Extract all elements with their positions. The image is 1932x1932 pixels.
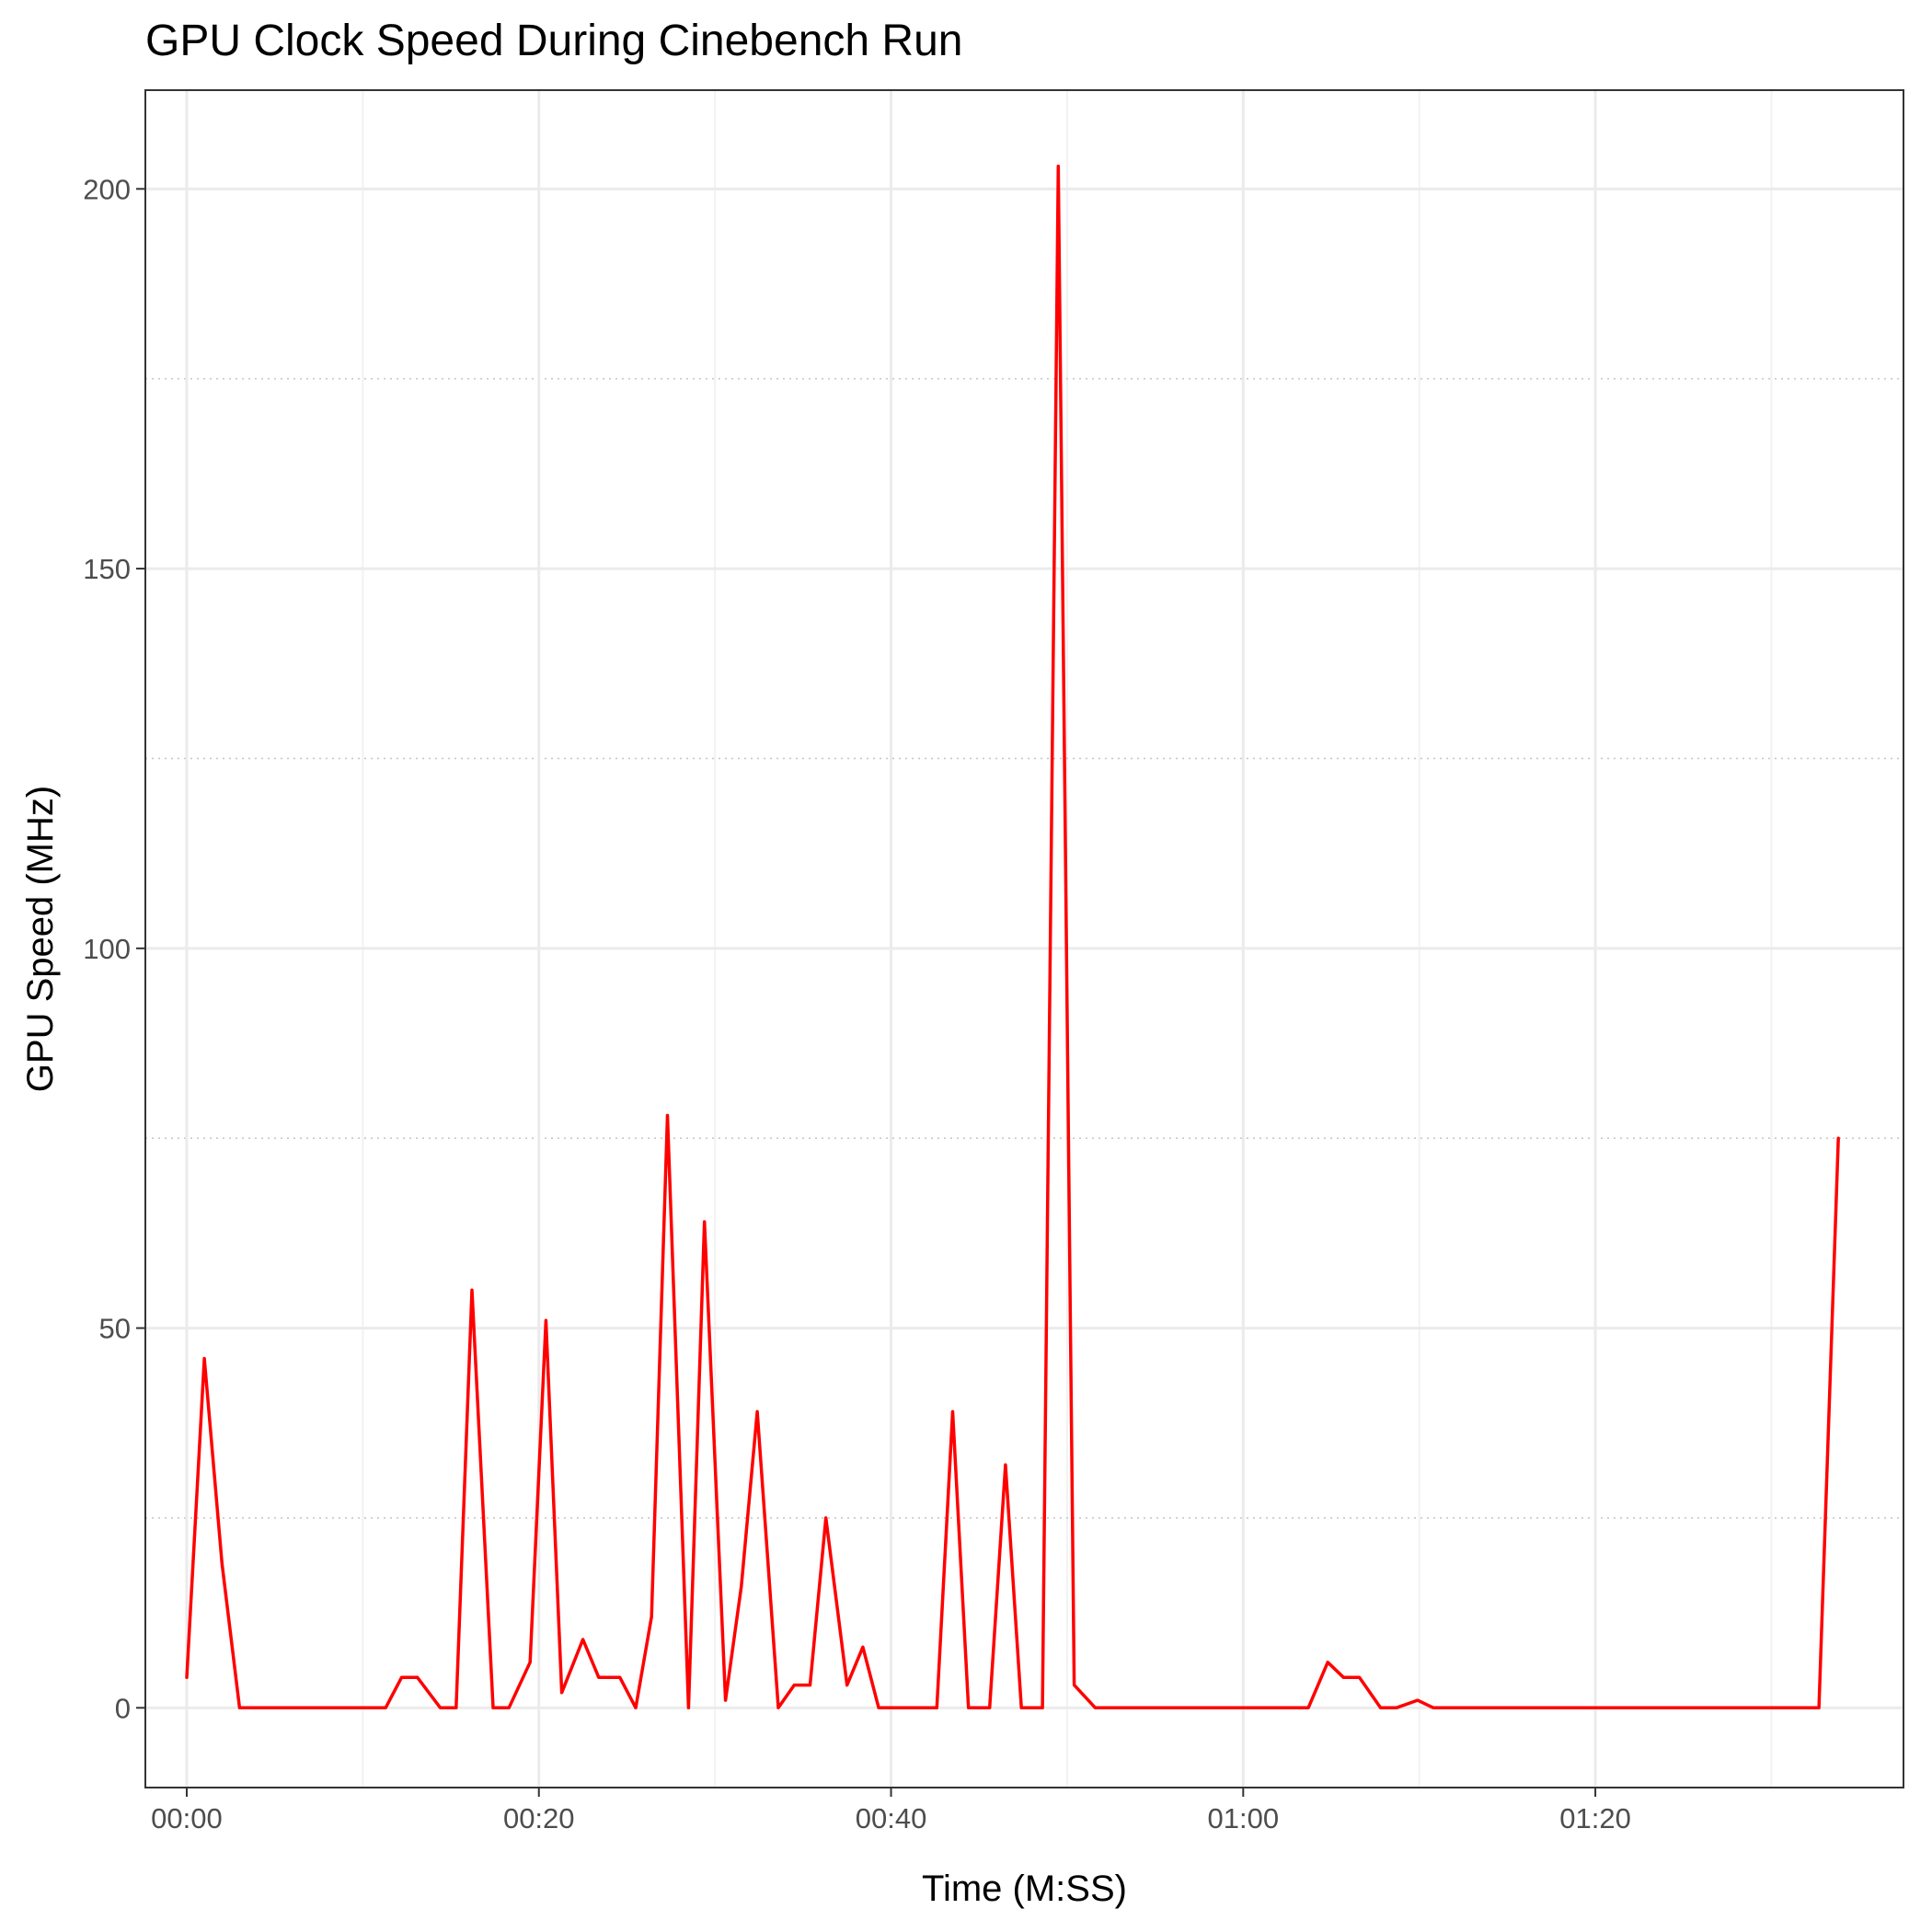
y-axis-title: GPU Speed (MHz) [20, 786, 61, 1092]
x-tick-label: 00:00 [151, 1802, 223, 1834]
y-tick-label: 0 [115, 1692, 131, 1724]
x-tick-label: 00:40 [856, 1802, 927, 1834]
y-axis: 0 50 100 150 200 [83, 173, 145, 1724]
y-tick-label: 150 [83, 553, 131, 585]
series-line [185, 164, 1840, 1710]
x-tick-label: 01:00 [1208, 1802, 1280, 1834]
series-layer [185, 164, 1840, 1710]
x-tick-label: 00:20 [503, 1802, 575, 1834]
x-tick-label: 01:20 [1559, 1802, 1631, 1834]
y-tick-label: 200 [83, 173, 131, 205]
panel-border [144, 89, 1904, 1788]
plot-panel [144, 89, 1904, 1788]
y-tick-label: 50 [99, 1313, 131, 1345]
x-axis-title: Time (M:SS) [922, 1869, 1127, 1909]
y-tick-label: 100 [83, 933, 131, 965]
x-axis: 00:00 00:20 00:40 01:00 01:20 [151, 1788, 1631, 1834]
chart-title: GPU Clock Speed During Cinebench Run [145, 17, 962, 65]
